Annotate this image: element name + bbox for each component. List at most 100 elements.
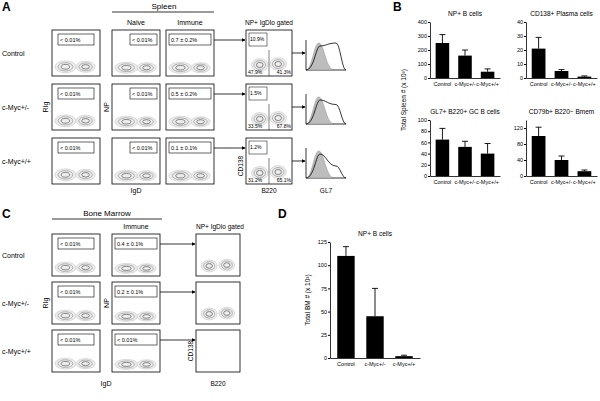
plot-area [337,247,412,358]
bar [578,77,592,78]
axis-label: CD138 [187,340,194,361]
density-contour [219,307,235,319]
gate [58,334,94,345]
density-contour [201,260,217,272]
density-contour [137,312,156,321]
bar [395,356,412,358]
gate [130,142,157,153]
density-contour [79,312,92,319]
density-contour [140,64,153,71]
error-bars [536,127,588,171]
error-bar [462,141,468,147]
x-tick: Control [337,358,355,367]
density-contour [137,117,156,127]
histogram-fill [306,43,334,70]
plot-area [436,35,495,78]
gate-percent: < 0.01% [117,337,137,343]
density-contour [58,360,73,368]
y-tick-mark [524,22,526,23]
quadrant-percent: 67.8% [277,123,292,129]
density-contour [122,266,131,270]
error-bar [401,355,407,357]
density-contour [143,315,151,319]
density-contour [176,120,185,124]
density-contour [61,118,69,123]
y-tick-mark [524,36,526,37]
density-contour [58,312,73,320]
panel-label: C [2,207,11,221]
header-rule [52,219,162,220]
histogram-fill [306,97,334,124]
plot-frame [246,138,292,184]
y-axis: 04080120 [514,121,527,180]
y-axis-line [330,243,331,359]
y-axis-title: Total Spleen # (x 10³) [400,69,408,131]
arrow [160,244,195,245]
y-tick-mark [524,176,526,177]
bar [337,256,354,358]
axis-label: IgD [101,380,112,388]
gate-percent: < 0.01% [132,91,152,97]
section-title: Bone Marrow [83,209,131,218]
y-tick: 125 [318,239,330,245]
error-bar [372,288,378,316]
flow-plot: < 0.01% [52,330,100,372]
x-tick: c-Myc+/- [454,176,475,185]
density-contour [143,174,151,178]
y-tick-mark [328,242,330,243]
quadrant-percent: 1.5% [250,90,262,96]
y-tick-mark [328,312,330,313]
chart-title: NP+ B cells [448,10,483,17]
error-bar [485,144,491,154]
density-contour [137,360,156,369]
y-tick: 40 [517,19,526,25]
plot-area [436,128,495,176]
arrow [292,53,305,54]
density-contour [204,262,215,270]
y-tick: 0 [424,75,430,81]
quadrant-percent: 31.2% [248,177,263,183]
density-contour [115,311,138,321]
x-tick-label: c-Myc+/- [454,81,475,87]
x-tick-label: c-Myc+/+ [573,81,596,87]
error-bar [485,69,491,72]
flow-plot: < 0.01% [52,84,100,130]
quadrant-percent: 1.2% [250,144,262,150]
density-contour [76,115,95,126]
error-bar [536,127,542,136]
plot-frame [306,40,346,70]
y-tick-mark [428,50,430,51]
gate [249,33,267,46]
y-tick-label: 0 [520,75,523,81]
error-bar [462,50,468,56]
gate-percent: 0.7 ± 0.2% [171,37,197,43]
x-axis: Controlc-Myc+/-c-Myc+/+ [431,78,501,87]
plot-frame [52,282,100,324]
density-contour [55,262,76,273]
gate-percent: 0.1 ± 0.1% [171,145,197,151]
arrow [292,107,305,108]
bar [458,147,472,176]
gate [115,286,157,297]
density-contour [82,119,90,123]
density-contour [58,171,73,179]
axis-label: RIg [42,101,50,112]
density-contour [272,168,284,177]
y-tick-label: 75 [321,286,327,292]
plot-area [532,37,592,78]
x-axis: Controlc-Myc+/-c-Myc+/+ [527,78,598,87]
y-axis: 010203040 [517,19,527,81]
figure: ABCDSpleenNaiveImmuneNP+ IgDlo gatedCont… [0,0,600,401]
density-contour [82,173,90,177]
gate [58,286,94,297]
row-label: Control [2,252,25,259]
y-tick-label: 25 [321,332,327,338]
y-tick: 80 [421,128,430,134]
plot-frame [112,234,160,276]
section-title: Spleen [152,2,177,11]
gate [249,141,267,154]
density-contour [172,172,188,180]
histogram [306,94,346,124]
y-tick-mark [428,131,430,132]
bar [366,316,383,358]
